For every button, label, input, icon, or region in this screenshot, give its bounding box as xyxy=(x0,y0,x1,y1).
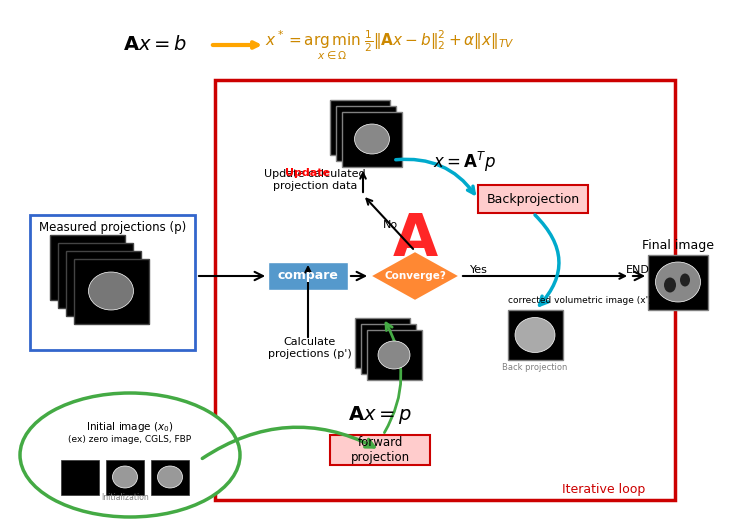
Text: (ex) zero image, CGLS, FBP: (ex) zero image, CGLS, FBP xyxy=(68,434,191,443)
Text: Final image: Final image xyxy=(642,238,714,252)
Text: Initialization: Initialization xyxy=(101,493,149,502)
Bar xyxy=(268,262,348,290)
Ellipse shape xyxy=(515,318,555,353)
Text: Yes: Yes xyxy=(470,265,488,275)
Bar xyxy=(648,255,708,310)
Text: No: No xyxy=(383,220,398,230)
Bar xyxy=(355,318,410,368)
Ellipse shape xyxy=(73,256,118,294)
Text: $\mathbf{A}x = b$: $\mathbf{A}x = b$ xyxy=(123,36,187,55)
Text: Backprojection: Backprojection xyxy=(486,193,579,205)
Ellipse shape xyxy=(342,112,378,142)
Bar xyxy=(50,235,125,300)
Text: forward
projection: forward projection xyxy=(350,436,409,464)
Bar xyxy=(66,251,141,316)
Text: $x = \mathbf{A}^T p$: $x = \mathbf{A}^T p$ xyxy=(434,150,497,174)
Ellipse shape xyxy=(680,273,690,287)
Text: Measured projections (p): Measured projections (p) xyxy=(39,220,186,234)
Bar xyxy=(342,112,402,167)
Bar xyxy=(30,215,195,350)
Text: Update calculated
projection data: Update calculated projection data xyxy=(264,169,366,191)
Ellipse shape xyxy=(656,262,701,302)
Bar xyxy=(151,460,189,495)
Ellipse shape xyxy=(378,341,410,369)
Text: $\mathbf{A}x = p$: $\mathbf{A}x = p$ xyxy=(348,404,412,426)
Text: Initial image ($x_0$): Initial image ($x_0$) xyxy=(86,420,174,434)
Bar xyxy=(74,259,149,324)
Ellipse shape xyxy=(88,272,133,310)
Text: corrected volumetric image (x'): corrected volumetric image (x') xyxy=(508,296,651,305)
Bar xyxy=(361,324,416,374)
Polygon shape xyxy=(370,251,460,301)
Bar xyxy=(58,243,133,308)
Text: Update: Update xyxy=(285,168,330,178)
Text: Back projection: Back projection xyxy=(502,363,567,372)
Text: $\mathbf{A}$: $\mathbf{A}$ xyxy=(392,211,439,269)
Bar xyxy=(61,460,99,495)
Ellipse shape xyxy=(366,329,398,357)
Text: compare: compare xyxy=(277,270,339,282)
Bar xyxy=(106,460,144,495)
Text: Converge?: Converge? xyxy=(384,271,446,281)
Bar xyxy=(330,100,390,155)
Text: END: END xyxy=(626,265,650,275)
Text: $x^* = \underset{x \in \Omega}{\arg\min}\; \frac{1}{2}\|\mathbf{A}x - b\|_2^2 + : $x^* = \underset{x \in \Omega}{\arg\min}… xyxy=(265,29,515,62)
Ellipse shape xyxy=(355,124,389,154)
Bar xyxy=(336,106,396,161)
Ellipse shape xyxy=(113,466,138,488)
Ellipse shape xyxy=(158,466,183,488)
Bar xyxy=(367,330,422,380)
Bar xyxy=(215,80,675,500)
Bar xyxy=(508,310,563,360)
Ellipse shape xyxy=(80,264,126,302)
Text: Iterative loop: Iterative loop xyxy=(562,483,645,496)
Ellipse shape xyxy=(372,335,404,363)
Ellipse shape xyxy=(664,278,676,293)
Ellipse shape xyxy=(20,393,240,517)
Ellipse shape xyxy=(65,248,110,286)
Bar xyxy=(330,435,430,465)
Bar xyxy=(478,185,588,213)
Text: Calculate
projections (p'): Calculate projections (p') xyxy=(268,337,352,359)
Ellipse shape xyxy=(349,118,383,148)
